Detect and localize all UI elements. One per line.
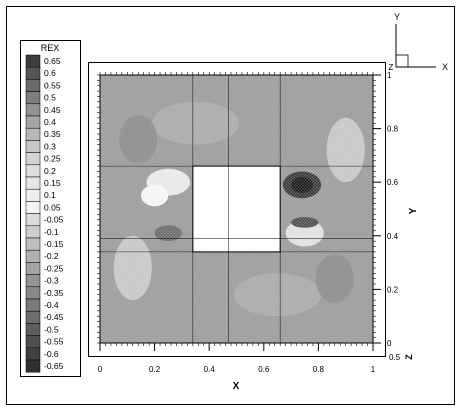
legend-label-23: -0.55	[44, 337, 64, 347]
legend-label-22: -0.5	[44, 324, 59, 334]
x-axis-label: X	[233, 381, 240, 392]
legend-swatch-1	[25, 66, 41, 80]
legend-swatch-3	[25, 91, 41, 105]
legend-label-6: 0.35	[44, 129, 61, 139]
legend-swatch-23	[25, 335, 41, 349]
legend-swatch-15	[25, 237, 41, 251]
legend-swatch-16	[25, 249, 41, 263]
legend-swatch-14	[25, 225, 41, 239]
x-tick-label-5: 1	[371, 365, 376, 374]
obstacle-block	[192, 165, 281, 253]
legend-swatch-5	[25, 115, 41, 129]
legend-swatch-18	[25, 274, 41, 288]
z-tick-label: 0.5	[389, 353, 401, 362]
legend: REX 0.65 0.6 0.55 0.5 0.45 0.4 0.35 0.3 0.25 0.2 0…	[20, 40, 81, 377]
legend-label-19: -0.35	[44, 288, 64, 298]
legend-label-14: -0.1	[44, 227, 59, 237]
y-tick-label-5: 1	[387, 71, 392, 80]
legend-label-1: 0.6	[44, 68, 56, 78]
legend-label-5: 0.4	[44, 117, 56, 127]
axes-triad: Y X Z	[389, 12, 448, 72]
x-tick-label-2: 0.4	[204, 365, 216, 374]
triad-x-label: X	[442, 62, 448, 72]
x-tick-label-4: 0.8	[313, 365, 325, 374]
legend-swatch-22	[25, 323, 41, 336]
legend-swatch-9	[25, 164, 41, 178]
legend-label-24: -0.6	[44, 349, 59, 359]
legend-label-2: 0.55	[44, 80, 61, 90]
legend-swatch-12	[25, 201, 41, 214]
y-tick-label-3: 0.6	[387, 178, 399, 187]
legend-label-17: -0.25	[44, 263, 64, 273]
legend-title: REX	[41, 43, 60, 53]
x-tick-label-0: 0	[98, 365, 103, 374]
legend-label-12: 0.05	[44, 202, 61, 212]
y-tick-label-0: 0	[387, 339, 392, 348]
legend-label-11: 0.1	[44, 190, 56, 200]
legend-label-25: -0.65	[44, 361, 64, 371]
legend-label-18: -0.3	[44, 276, 59, 286]
legend-label-16: -0.2	[44, 251, 59, 261]
x-tick-label-1: 0.2	[149, 365, 161, 374]
legend-swatch-25	[25, 359, 41, 373]
legend-swatch-17	[25, 262, 41, 275]
legend-label-8: 0.25	[44, 154, 61, 164]
legend-label-13: -0.05	[44, 215, 64, 225]
legend-swatch-13	[25, 213, 41, 227]
legend-swatch-2	[25, 79, 41, 92]
legend-swatch-0	[25, 54, 41, 68]
legend-swatch-20	[25, 298, 41, 312]
y-tick-label-2: 0.4	[387, 232, 399, 241]
legend-label-20: -0.4	[44, 300, 59, 310]
plot-outline	[88, 62, 386, 357]
legend-swatch-10	[25, 176, 41, 190]
legend-swatch-8	[25, 152, 41, 166]
legend-swatch-11	[25, 188, 41, 202]
z-axis-label: Z	[404, 354, 414, 360]
legend-swatch-6	[25, 127, 41, 141]
plot-area: 0 0.2 0.4 0.6 0.8 1 0 0.2 0.4 0.6 0.8 1 X Y Z 0.5	[88, 62, 419, 392]
y-tick-label-1: 0.2	[387, 285, 399, 294]
legend-swatch-21	[25, 310, 41, 324]
y-axis-label: Y	[408, 207, 419, 214]
legend-label-10: 0.15	[44, 178, 61, 188]
legend-label-4: 0.45	[44, 105, 61, 115]
legend-label-15: -0.15	[44, 239, 64, 249]
legend-label-0: 0.65	[44, 56, 61, 66]
y-tick-label-4: 0.8	[387, 125, 399, 134]
legend-swatch-4	[25, 103, 41, 117]
legend-label-3: 0.5	[44, 93, 56, 103]
legend-label-21: -0.45	[44, 312, 64, 322]
x-tick-label-3: 0.6	[258, 365, 270, 374]
legend-swatch-7	[25, 140, 41, 153]
legend-swatch-19	[25, 286, 41, 300]
triad-y-label: Y	[394, 12, 400, 22]
legend-swatch-24	[25, 347, 41, 361]
legend-label-9: 0.2	[44, 166, 56, 176]
triad-origin-label: Z	[389, 63, 394, 72]
legend-label-7: 0.3	[44, 141, 56, 151]
